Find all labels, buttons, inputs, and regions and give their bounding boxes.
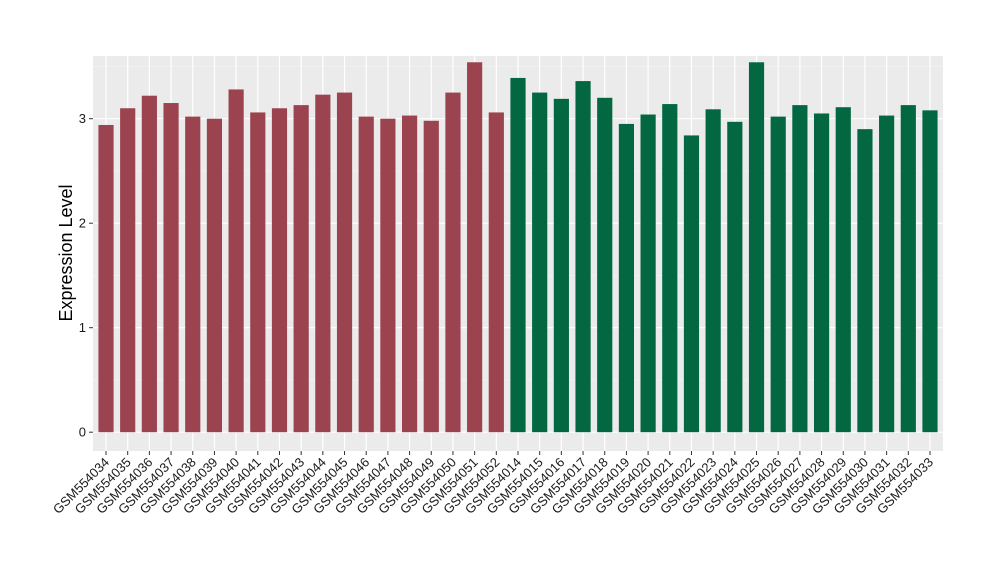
bar-GSM554024 (727, 121, 743, 433)
bar-GSM554025 (748, 62, 765, 433)
bar-GSM554052 (488, 112, 504, 433)
bar-GSM554030 (857, 129, 873, 433)
bar-GSM554049 (423, 120, 439, 433)
bar-GSM554017 (575, 81, 591, 433)
y-tick-label: 3 (79, 111, 86, 126)
bar-GSM554029 (835, 107, 851, 433)
bar-GSM554034 (98, 124, 114, 433)
bar-GSM554028 (813, 113, 830, 433)
bar-GSM554050 (445, 92, 461, 433)
bar-GSM554046 (358, 116, 374, 433)
y-tick-label: 2 (79, 216, 86, 231)
bar-GSM554038 (185, 116, 201, 433)
bar-GSM554023 (705, 109, 721, 433)
bar-GSM554020 (640, 114, 656, 433)
bar-GSM554041 (250, 112, 266, 433)
bar-GSM554027 (792, 105, 808, 433)
bar-GSM554047 (380, 118, 396, 433)
y-tick-label: 1 (79, 320, 86, 335)
bar-GSM554026 (770, 116, 786, 433)
bar-GSM554022 (683, 135, 700, 433)
bar-GSM554016 (553, 98, 569, 433)
x-axis-ticks: GSM554034GSM554035GSM554036GSM554037GSM5… (50, 451, 936, 517)
bar-GSM554014 (510, 77, 526, 433)
y-tick-label: 0 (79, 425, 86, 440)
y-axis-title: Expression Level (56, 184, 76, 321)
bar-GSM554044 (315, 94, 331, 433)
bar-GSM554043 (293, 105, 309, 433)
bar-GSM554021 (662, 104, 678, 433)
bar-GSM554039 (206, 118, 223, 433)
bar-GSM554035 (120, 108, 136, 433)
bar-GSM554032 (900, 105, 916, 433)
bar-GSM554042 (271, 108, 288, 433)
bar-GSM554036 (141, 95, 157, 433)
bar-GSM554037 (163, 103, 179, 433)
bar-GSM554051 (467, 62, 483, 433)
bar-GSM554019 (618, 123, 635, 433)
bar-GSM554040 (228, 89, 244, 433)
bar-GSM554018 (597, 97, 613, 433)
bar-GSM554015 (532, 92, 548, 433)
bars (98, 62, 938, 433)
bar-GSM554048 (401, 115, 418, 433)
bar-GSM554031 (879, 115, 895, 433)
y-axis-ticks: 0 1 2 3 (79, 111, 93, 440)
bar-GSM554045 (336, 92, 353, 433)
bar-GSM554033 (922, 110, 938, 433)
